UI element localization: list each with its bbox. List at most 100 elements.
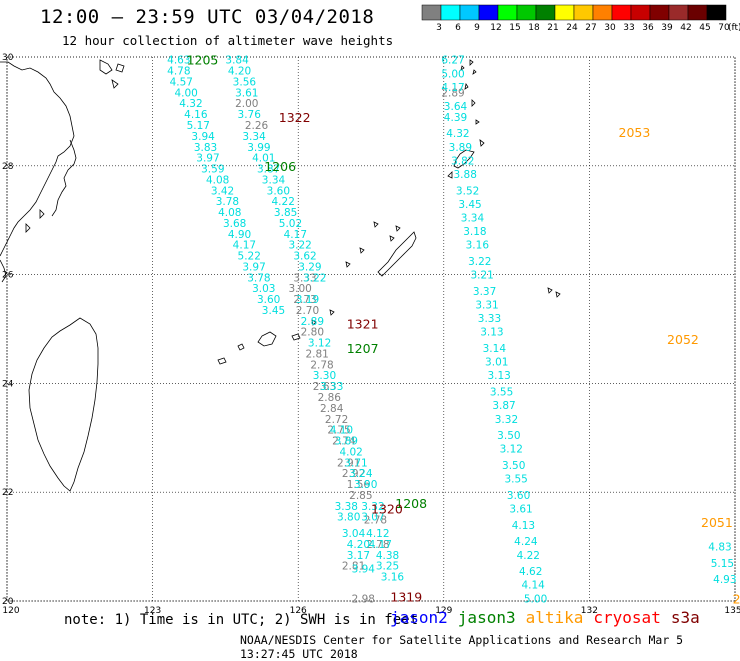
satellite-legend-item: cryosat bbox=[593, 608, 661, 627]
satellite-legend-item: jason2 bbox=[390, 608, 448, 627]
lat-lon-grid bbox=[6, 56, 736, 602]
swh-value: 3.13 bbox=[480, 327, 503, 339]
swh-value: 5.22 bbox=[238, 251, 261, 263]
swh-value: 3.60 bbox=[507, 490, 530, 502]
swh-value: 2.70 bbox=[296, 305, 319, 317]
swh-value: 4.24 bbox=[514, 536, 538, 548]
swh-value: 4.57 bbox=[170, 76, 193, 88]
swh-value: 4.17 bbox=[369, 539, 392, 551]
colorbar-swatch bbox=[554, 4, 575, 21]
china-coastline bbox=[0, 61, 75, 257]
swh-value: 2.78 bbox=[364, 514, 387, 526]
satellite-legend-item: jason3 bbox=[457, 608, 516, 627]
swh-value: 3.14 bbox=[483, 343, 507, 355]
swh-value: 3.89 bbox=[335, 436, 358, 448]
pass-label: 1322 bbox=[279, 110, 311, 125]
swh-value: 3.88 bbox=[454, 169, 477, 181]
swh-value: 3.78 bbox=[216, 196, 239, 208]
swh-value: 2.75 bbox=[327, 425, 350, 437]
swh-value: 2.78 bbox=[310, 359, 333, 371]
colorbar-swatch bbox=[421, 4, 442, 21]
lon-tick-label: 129 bbox=[435, 606, 452, 616]
swh-value: 3.90 bbox=[354, 479, 377, 491]
swh-value: 2.91 bbox=[337, 457, 360, 469]
colorbar-label: 30 bbox=[604, 23, 616, 33]
swh-value: 3.97 bbox=[196, 153, 219, 165]
swh-value: 3.61 bbox=[509, 504, 532, 516]
coastlines bbox=[0, 59, 561, 492]
pass-label: 1319 bbox=[390, 590, 422, 605]
swh-value: 3.82 bbox=[451, 155, 474, 167]
swh-value: 2.80 bbox=[301, 327, 324, 339]
swh-value: 3.38 bbox=[335, 501, 358, 513]
china-coastline-detail bbox=[51, 139, 77, 217]
swh-value: 5.00 bbox=[524, 593, 547, 605]
swh-value: 3.60 bbox=[257, 294, 280, 306]
figure-subtitle: 12 hour collection of altimeter wave hei… bbox=[62, 33, 394, 48]
swh-value: 5.17 bbox=[187, 120, 210, 132]
swh-value: 3.85 bbox=[274, 207, 297, 219]
colorbar-swatch bbox=[649, 4, 670, 21]
swh-value: 4.16 bbox=[184, 109, 208, 121]
swh-value: 4.13 bbox=[512, 520, 535, 532]
swh-value: 3.99 bbox=[247, 142, 270, 154]
swh-value: 3.33 bbox=[320, 381, 343, 393]
swh-value: 4.32 bbox=[179, 98, 202, 110]
swh-value: 4.22 bbox=[272, 196, 295, 208]
swh-value: 3.22 bbox=[303, 272, 326, 284]
swh-value: 5.15 bbox=[711, 558, 734, 570]
swh-value: 3.94 bbox=[191, 131, 215, 143]
okinawa-coastline bbox=[377, 231, 417, 277]
colorbar-label: 9 bbox=[474, 23, 480, 33]
swh-value: 3.21 bbox=[470, 270, 493, 282]
swh-value: 3.71 bbox=[344, 457, 367, 469]
swh-value: 3.52 bbox=[456, 185, 479, 197]
swh-value: 3.19 bbox=[296, 294, 319, 306]
lat-tick-label: 24 bbox=[2, 379, 14, 389]
swh-value: 4.38 bbox=[376, 550, 399, 562]
swh-value: 5.02 bbox=[279, 218, 302, 230]
lon-tick-label: 123 bbox=[144, 606, 161, 616]
swh-value: 4.08 bbox=[218, 207, 241, 219]
amami-coastline bbox=[447, 149, 475, 179]
yaeyama-islands bbox=[217, 309, 335, 365]
swh-value: 4.17 bbox=[233, 240, 256, 252]
swh-value: 1.56 bbox=[347, 479, 371, 491]
china-coastline-bottom bbox=[0, 259, 7, 283]
swh-value: 2.89 bbox=[441, 87, 464, 99]
swh-value: 2.89 bbox=[301, 316, 324, 328]
swh-value: 3.84 bbox=[225, 55, 249, 67]
swh-value: 3.37 bbox=[473, 286, 496, 298]
swh-value: 3.97 bbox=[242, 261, 265, 273]
swh-value: 4.63 bbox=[167, 55, 190, 67]
swh-value: 3.62 bbox=[293, 251, 316, 263]
swh-value: 3.78 bbox=[247, 272, 270, 284]
colorbar-swatch bbox=[516, 4, 537, 21]
colorbar-label: 21 bbox=[547, 23, 558, 33]
swh-value: 3.13 bbox=[487, 370, 510, 382]
swh-value: 3.55 bbox=[504, 474, 527, 486]
swh-value: 3.12 bbox=[308, 338, 331, 350]
swh-value: 3.22 bbox=[288, 240, 311, 252]
swh-value: 2.86 bbox=[318, 392, 342, 404]
swh-value: 4.39 bbox=[444, 112, 467, 124]
lat-tick-label: 22 bbox=[2, 488, 13, 498]
swh-value: 4.02 bbox=[339, 446, 362, 458]
swh-value: 3.55 bbox=[490, 387, 513, 399]
swh-value: 3.12 bbox=[500, 444, 523, 456]
swh-value: 6.27 bbox=[441, 55, 464, 67]
pass-label: 2053 bbox=[619, 125, 651, 140]
colorbar-label: 6 bbox=[455, 23, 461, 33]
swh-value: 3.16 bbox=[381, 572, 405, 584]
colorbar-swatch bbox=[592, 4, 613, 21]
swh-value: 4.00 bbox=[174, 87, 197, 99]
swh-value: 3.16 bbox=[466, 240, 490, 252]
colorbar-label: 39 bbox=[661, 23, 673, 33]
swh-value: 4.90 bbox=[228, 229, 251, 241]
colorbar-label: 42 bbox=[680, 23, 691, 33]
swh-value: 3.00 bbox=[288, 283, 311, 295]
swh-value: 2.98 bbox=[352, 593, 375, 605]
swh-value: 3.61 bbox=[235, 87, 258, 99]
